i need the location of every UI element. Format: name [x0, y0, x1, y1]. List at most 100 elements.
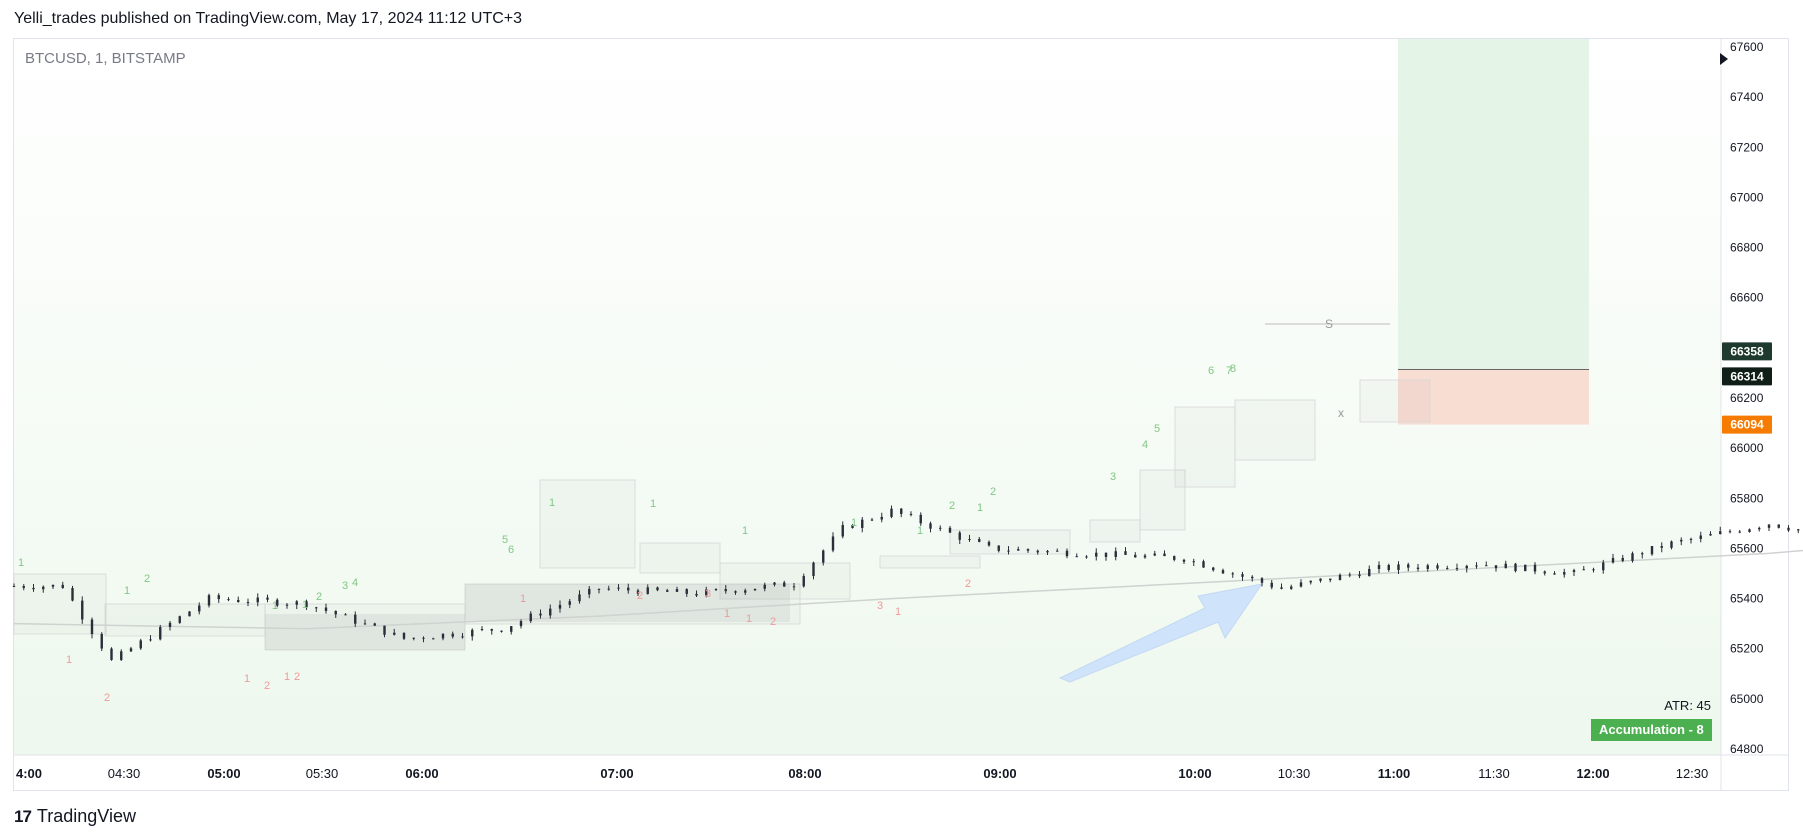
- time-axis-tick: 09:00: [983, 766, 1016, 781]
- candle-body: [1797, 529, 1800, 531]
- candle-body: [276, 599, 279, 606]
- count-label-green: 1: [977, 502, 983, 514]
- candle-body: [373, 623, 376, 626]
- candle-body: [549, 608, 552, 616]
- time-axis-tick: 4:00: [16, 766, 42, 781]
- candle-body: [1446, 568, 1449, 570]
- count-label-green: 1: [742, 525, 748, 537]
- candle-body: [1143, 555, 1147, 558]
- range-box: [1174, 406, 1236, 488]
- count-label-red: 1: [724, 608, 730, 620]
- candle-body: [139, 640, 142, 649]
- candle-body: [217, 595, 220, 600]
- candle-body: [1163, 553, 1166, 557]
- candle-body: [1602, 562, 1605, 571]
- candle-body: [558, 604, 562, 609]
- count-label-red: 1: [895, 606, 901, 618]
- candle-body: [1699, 535, 1702, 539]
- footer-brand[interactable]: 17 TradingView: [14, 806, 136, 827]
- candle-body: [1465, 565, 1468, 569]
- candle-body: [1309, 580, 1312, 583]
- swing-label: S: [1325, 317, 1333, 331]
- time-axis-tick: 11:30: [1478, 766, 1510, 781]
- count-label-red: 1: [244, 673, 250, 685]
- candle-body: [1075, 556, 1078, 558]
- candle-body: [753, 588, 757, 591]
- candle-body: [1767, 524, 1771, 528]
- range-box: [104, 603, 266, 637]
- candle-body: [1290, 586, 1293, 589]
- tradingview-logo-icon: 17: [14, 806, 32, 826]
- count-label-green: 7: [1226, 365, 1232, 377]
- candle-body: [1416, 567, 1420, 569]
- brand-name: TradingView: [36, 806, 136, 826]
- price-axis-tick: 66000: [1730, 441, 1764, 455]
- count-label-red: 2: [637, 590, 643, 602]
- candle-body: [1202, 561, 1205, 568]
- candle-body: [1660, 546, 1663, 548]
- candle-body: [1368, 568, 1371, 577]
- candle-body: [1504, 563, 1507, 569]
- candle-body: [256, 597, 259, 603]
- candle-body: [363, 623, 367, 625]
- price-tag: [1722, 415, 1772, 434]
- candle-body: [724, 589, 727, 592]
- candle-body: [1455, 568, 1459, 570]
- candle-body: [1251, 576, 1254, 579]
- candle-body: [1046, 550, 1049, 553]
- candle-body: [334, 610, 337, 615]
- candle-body: [1299, 582, 1303, 587]
- candle-body: [461, 636, 464, 638]
- candle-body: [471, 629, 474, 637]
- candle-body: [909, 513, 913, 515]
- time-axis-tick: 10:00: [1178, 766, 1211, 781]
- symbol-label[interactable]: BTCUSD, 1, BITSTAMP: [25, 50, 186, 67]
- atr-label: ATR: 45: [1664, 698, 1711, 713]
- candle-body: [1436, 565, 1439, 569]
- candle-body: [168, 622, 172, 628]
- candle-body: [432, 638, 435, 640]
- publish-header: Yelli_trades published on TradingView.co…: [14, 10, 523, 27]
- candle-body: [81, 600, 84, 620]
- candle-body: [627, 587, 630, 591]
- candle-body: [792, 586, 796, 588]
- candle-body: [539, 613, 542, 616]
- candle-body: [32, 587, 35, 590]
- candle-body: [315, 607, 318, 609]
- candle-body: [1719, 531, 1722, 534]
- chart-frame[interactable]: [13, 38, 1789, 791]
- candle-body: [773, 582, 776, 585]
- candle-body: [1621, 557, 1624, 561]
- time-axis-tick: 10:30: [1278, 766, 1311, 781]
- price-tag-text: 66314: [1730, 369, 1764, 383]
- candle-body: [1026, 549, 1030, 551]
- candle-body: [1270, 582, 1273, 588]
- candle-body: [149, 639, 152, 641]
- candle-body: [90, 619, 94, 635]
- candle-body: [100, 634, 103, 649]
- price-axis-tick: 65200: [1730, 642, 1764, 656]
- trend-arrow-icon: [1058, 583, 1264, 683]
- count-label-red: 2: [104, 692, 110, 704]
- count-label-green: 2: [144, 573, 150, 585]
- candle-body: [568, 601, 571, 605]
- time-axis-tick: 08:00: [788, 766, 821, 781]
- count-label-green: 1: [124, 585, 130, 597]
- price-axis-tick: 65000: [1730, 692, 1764, 706]
- candle-body: [812, 562, 815, 577]
- candle-body: [1572, 570, 1576, 573]
- count-label-green: 4: [1142, 439, 1148, 451]
- price-axis-tick: 66600: [1730, 291, 1764, 305]
- candle-body: [198, 605, 201, 612]
- count-label-red: 1: [746, 613, 752, 625]
- time-axis-tick: 11:00: [1378, 766, 1411, 781]
- candle-body: [1358, 574, 1361, 577]
- count-label-green: 2: [316, 591, 322, 603]
- candle-body: [227, 599, 230, 601]
- candle-body: [1348, 574, 1351, 576]
- candle-body: [246, 602, 250, 604]
- candle-body: [51, 584, 55, 587]
- candle-body: [783, 582, 786, 587]
- time-axis-tick: 12:00: [1576, 766, 1609, 781]
